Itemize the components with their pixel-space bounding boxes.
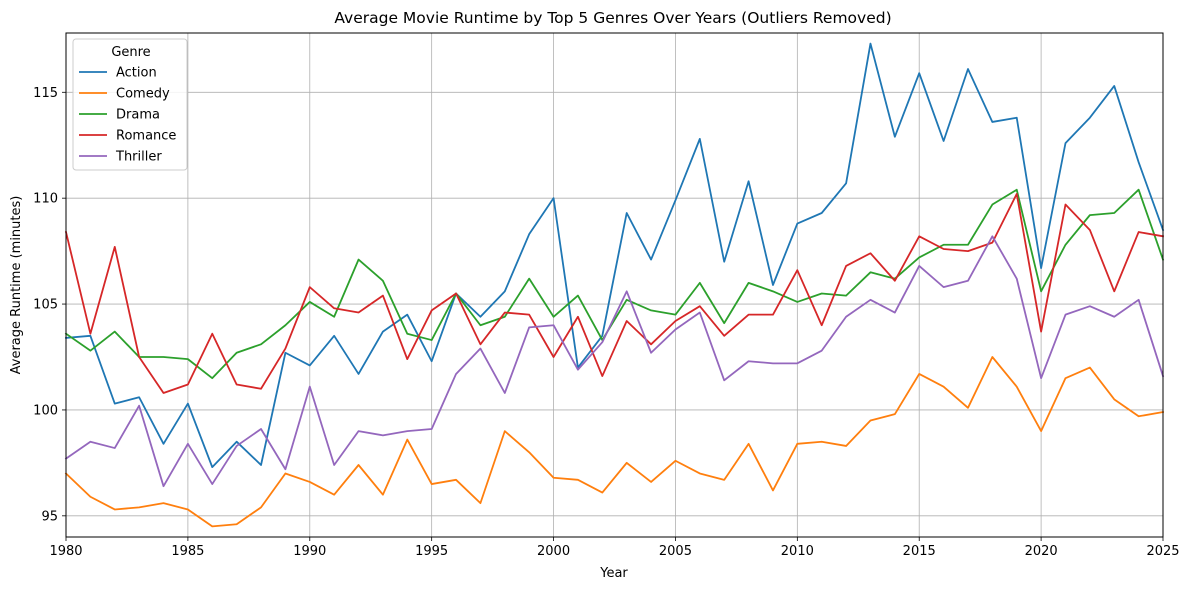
chart-title: Average Movie Runtime by Top 5 Genres Ov…	[334, 9, 891, 27]
x-tick-label: 1995	[415, 544, 448, 559]
series-line-romance	[64, 193, 1165, 394]
legend: Genre Action Comedy Drama Romance Thriller	[72, 38, 188, 171]
series-lines	[64, 42, 1165, 528]
x-tick-label: 1990	[293, 544, 326, 559]
x-tick-label: 2005	[659, 544, 692, 559]
y-tick-label: 115	[33, 86, 58, 101]
legend-label-action: Action	[116, 66, 157, 81]
x-tick-label: 2000	[537, 544, 570, 559]
y-axis: 95 100 105 110 115	[33, 86, 66, 524]
legend-label-romance: Romance	[116, 129, 176, 144]
y-axis-label: Average Runtime (minutes)	[9, 196, 24, 375]
x-tick-label: 2025	[1146, 544, 1179, 559]
legend-label-drama: Drama	[116, 108, 160, 123]
y-tick-label: 100	[33, 403, 58, 418]
series-line-drama	[64, 188, 1165, 380]
y-tick-label: 95	[41, 509, 58, 524]
series-line-comedy	[64, 356, 1165, 528]
plot-frame	[65, 32, 1164, 538]
series-line-thriller	[64, 235, 1165, 488]
series-line-action	[65, 42, 1165, 469]
x-axis-label: Year	[599, 566, 628, 581]
x-tick-label: 2015	[903, 544, 936, 559]
y-tick-label: 110	[33, 192, 58, 207]
legend-label-comedy: Comedy	[116, 87, 170, 102]
x-axis: 1980 1985 1990 1995 2000 2005 2010 2015 2020 2025	[49, 537, 1180, 559]
x-tick-label: 2010	[781, 544, 814, 559]
x-tick-label: 2020	[1025, 544, 1058, 559]
x-tick-label: 1985	[171, 544, 204, 559]
y-tick-label: 105	[33, 298, 58, 313]
legend-title: Genre	[111, 45, 150, 60]
x-tick-label: 1980	[49, 544, 82, 559]
legend-label-thriller: Thriller	[115, 150, 162, 165]
